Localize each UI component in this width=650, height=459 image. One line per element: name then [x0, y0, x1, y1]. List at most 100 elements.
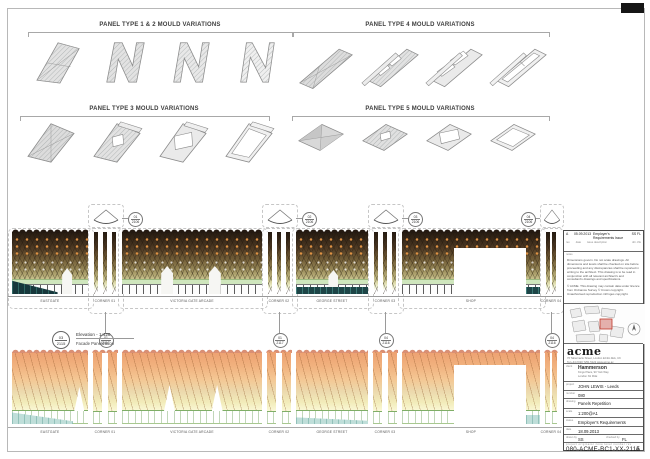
elevation-segment — [12, 348, 88, 424]
elevation-segment-label: CORNER 04 — [540, 427, 562, 434]
project-name: JOHN LEWIS - Leeds — [578, 383, 619, 389]
callout-sheet: 2115 — [56, 340, 66, 346]
panel-type3-variant-4 — [225, 121, 275, 163]
architect-address: 76 Tabernacle Street, London EC2A 4EA, U… — [567, 357, 621, 360]
client-name: Hammerson — [578, 365, 607, 371]
status-value: Employer's Requirements — [578, 419, 626, 425]
revision-table: A 05.09.2013 Employer's Requirements Iss… — [564, 231, 643, 251]
row-label: drawing — [566, 400, 576, 403]
status-row: status Employer's Requirements — [564, 417, 643, 426]
notes-paragraph-2: © ACME. This drawing may contain data un… — [567, 284, 640, 297]
section-title-type12: PANEL TYPE 1 & 2 MOULD VARIATIONS — [99, 22, 221, 28]
section-bracket — [20, 116, 270, 121]
revision-header-date: date — [575, 241, 581, 244]
section-bracket — [292, 32, 550, 37]
drawing-title: Elevation - 1:420 — [76, 332, 134, 339]
row-label: number — [566, 392, 576, 395]
elevation-segment — [402, 229, 540, 294]
project-row: project JOHN LEWIS - Leeds — [564, 381, 643, 390]
detail-marker: 04 2116 — [378, 333, 394, 348]
north-arrow-icon — [627, 322, 641, 336]
callout-number: 03 — [55, 335, 67, 341]
panel-curve-symbol — [262, 204, 298, 228]
gable-notch — [164, 385, 175, 411]
elevation-segment-label: EASTGATE — [8, 427, 92, 434]
section-title-type4: PANEL TYPE 4 MOULD VARIATIONS — [365, 22, 475, 28]
panel-type4-variant-2 — [361, 48, 419, 88]
drawing-number: 080-ACME-BC1-XX-2115 — [566, 446, 641, 453]
elevation-segment-label: GEORGE STREET — [292, 296, 372, 303]
date-row: date 18.09.2013 — [564, 426, 643, 434]
corner-tower — [372, 348, 398, 424]
shop-opening — [454, 365, 526, 424]
panel-type5-variant-1 — [298, 123, 344, 151]
row-label: status — [566, 419, 574, 422]
arch-entrance — [161, 266, 174, 294]
panel-type5-variant-2 — [362, 123, 408, 151]
detail-marker: 03 2106 — [408, 212, 423, 227]
elevation-segment-label: CORNER 03 — [368, 427, 402, 434]
teal-base — [296, 417, 368, 424]
drawn-checked-row: drawn by SS checked by FL — [564, 434, 643, 442]
row-label: scale — [566, 410, 573, 413]
elevation-segment-label: CORNER 01 — [88, 427, 122, 434]
drawn-value: SS — [578, 436, 584, 442]
elevation-segment — [122, 229, 262, 294]
panel-type12-variant-4 — [240, 42, 275, 83]
date-value: 18.09.2013 — [578, 428, 599, 434]
panel-type3-variant-2 — [93, 121, 143, 163]
elevation-segment-label: SHOP — [398, 427, 544, 434]
arch-entrance — [62, 268, 73, 294]
client-block: client Hammerson Kings Place, 90 York Wa… — [564, 363, 643, 381]
shop-opening — [454, 248, 526, 294]
section-bracket — [28, 32, 294, 37]
detail-marker: 01 2106 — [128, 212, 143, 227]
corner-tower — [92, 348, 118, 424]
architect-contact: Tel +44 (0)20 7251 5122 www.acme.ac — [567, 360, 614, 364]
elevation-segment — [122, 348, 262, 424]
elevation-segment-label: SHOP — [398, 296, 544, 303]
scale-value: 1:200@A1 — [578, 410, 598, 416]
elevation-segment-label: CORNER 04 — [540, 296, 562, 303]
row-label: project — [566, 383, 575, 386]
sheet-border — [7, 8, 645, 452]
revision-header-description: issue description — [586, 241, 607, 244]
revision-header-rev: rev — [566, 241, 570, 244]
elevation-segment-label: GEORGE STREET — [292, 427, 372, 434]
arch-entrance — [208, 266, 221, 294]
detail-marker: 04 2116 — [544, 333, 560, 348]
drawing-callout-bubble: 03 2115 — [52, 331, 70, 349]
revision-by: SS FL — [631, 232, 641, 236]
corner-tower — [544, 348, 558, 424]
corner-tower — [544, 232, 558, 294]
corner-tower — [266, 232, 292, 294]
panel-type4-variant-4 — [489, 48, 547, 88]
detail-marker: 01 2117 — [98, 333, 114, 348]
elevation-segment-label: VICTORIA GATE ARCADE — [118, 427, 266, 434]
elevation-segment — [296, 348, 368, 424]
acme-logo: acme — [567, 345, 602, 358]
storefront-dark — [526, 287, 540, 294]
checked-value: FL — [622, 436, 627, 442]
elevation-segment-label: EASTGATE — [8, 296, 92, 303]
elevation-segment-label: CORNER 03 — [368, 296, 402, 303]
client-label: client — [566, 365, 573, 368]
elevation-segment-label: VICTORIA GATE ARCADE — [118, 296, 266, 303]
elevation-segment-label: CORNER 02 — [262, 296, 296, 303]
elevation-segment — [402, 348, 540, 424]
drawing-name: Panels Repetition — [578, 400, 611, 406]
panel-type12-variant-3 — [173, 42, 210, 83]
detail-marker: 02 2106 — [302, 212, 317, 227]
panel-type12-variant-1 — [36, 42, 80, 84]
gable-notch — [74, 387, 85, 411]
architect-block: acme 76 Tabernacle Street, London EC2A 4… — [564, 343, 643, 364]
corner-tower — [92, 232, 118, 294]
panel-curve-symbol — [368, 204, 404, 228]
revision-rev: A — [566, 232, 569, 236]
teal-base — [12, 412, 73, 424]
elevation-segment — [296, 229, 368, 294]
detail-marker: 01 2117 — [272, 333, 288, 348]
storefront-dark — [296, 287, 368, 294]
